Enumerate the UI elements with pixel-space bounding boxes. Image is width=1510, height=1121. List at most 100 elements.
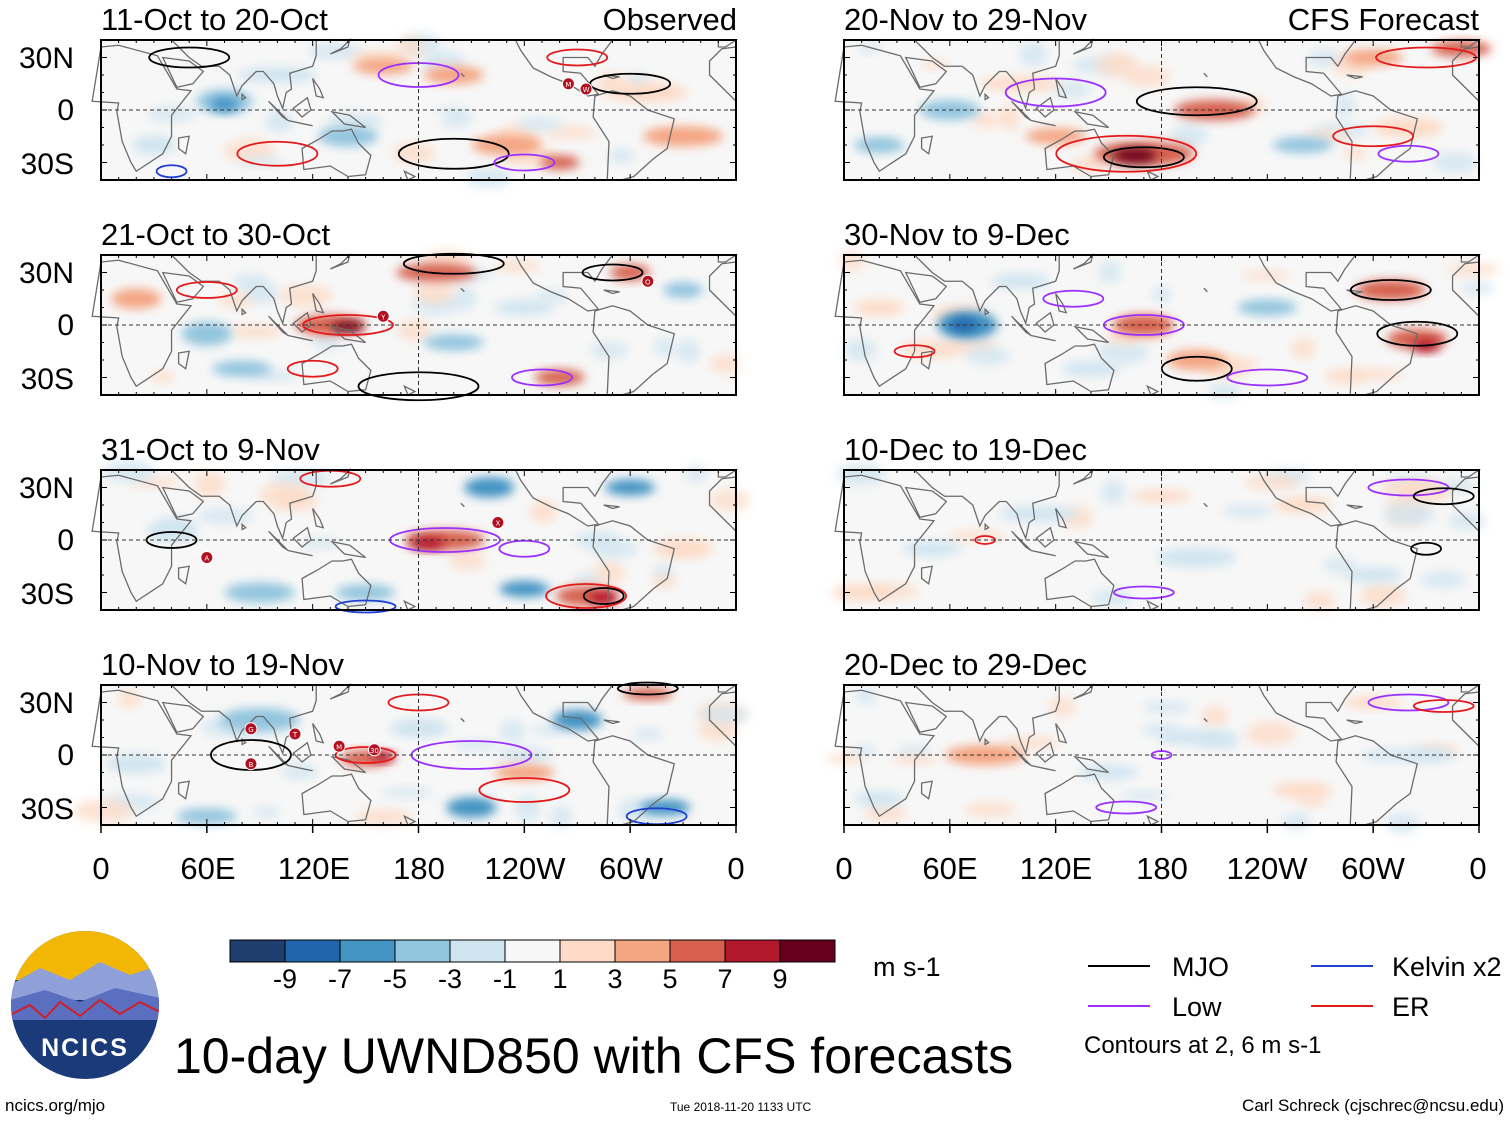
coastline xyxy=(161,486,205,518)
colorbar-swatch xyxy=(559,939,616,963)
anomaly-shading xyxy=(529,499,558,524)
coastline xyxy=(292,741,312,763)
storm-marker-label: O xyxy=(645,278,651,286)
colorbar-swatch xyxy=(724,939,781,963)
anomaly-shading xyxy=(102,459,155,483)
anomaly-shading xyxy=(499,719,526,743)
anomaly-shading xyxy=(948,530,1006,542)
anomaly-shading xyxy=(1060,360,1121,377)
coastline xyxy=(292,526,312,548)
anomaly-shading xyxy=(1019,41,1048,67)
anomaly-shading xyxy=(326,113,385,130)
lon-tick-label: 0 xyxy=(727,851,745,886)
storm-marker-icon xyxy=(200,551,214,564)
lat-tick-label: 30S xyxy=(20,148,74,181)
anomaly-shading xyxy=(499,581,550,597)
panel-title-fcst-2: 30-Nov to 9-Dec xyxy=(844,217,1070,252)
anomaly-shading xyxy=(990,273,1051,290)
map-panel: G T B M 30 xyxy=(74,681,750,829)
lat-tick-label: 30S xyxy=(20,363,74,396)
contour-line xyxy=(1095,800,1158,815)
panel-title-obs-4: 10-Nov to 19-Nov xyxy=(101,647,344,682)
map-panel xyxy=(831,462,1487,611)
anomaly-shading xyxy=(643,126,724,147)
contour-line xyxy=(893,344,936,359)
coastline xyxy=(844,469,1060,541)
coastline xyxy=(1055,78,1068,99)
coastline xyxy=(161,701,205,733)
coastline xyxy=(1146,814,1160,826)
coastline xyxy=(984,737,990,746)
coastline xyxy=(834,474,936,603)
lat-tick-label: 30N xyxy=(18,257,74,290)
coastline xyxy=(1055,723,1068,744)
colorbar-units: m s-1 xyxy=(873,952,941,982)
anomaly-shading xyxy=(496,746,553,765)
coastline xyxy=(1011,100,1032,122)
coastline xyxy=(1346,504,1363,510)
coastline xyxy=(177,135,191,155)
anomaly-shading xyxy=(1166,350,1227,370)
anomaly-shading xyxy=(676,339,701,364)
contour-line xyxy=(236,140,319,167)
legend-line-mjo xyxy=(1088,965,1150,967)
contour-line xyxy=(1376,320,1459,347)
coastline xyxy=(460,287,465,293)
storm-marker-label: 30 xyxy=(370,747,379,755)
storm-marker-icon xyxy=(367,743,381,757)
legend-label-low: Low xyxy=(1172,992,1222,1022)
coastline xyxy=(101,469,317,541)
map-panel: MW xyxy=(91,32,739,189)
coastline xyxy=(592,305,676,396)
coastline xyxy=(1335,520,1419,611)
anomaly-shading xyxy=(1201,705,1229,727)
lat-tick-label: 0 xyxy=(57,309,74,342)
contour-line xyxy=(302,314,394,336)
anomaly-shading xyxy=(74,799,134,823)
panel-title-obs-1: 11-Oct to 20-Oct xyxy=(101,2,328,37)
lon-tick-label: 120E xyxy=(277,851,351,886)
anomaly-shading xyxy=(1272,137,1333,153)
colorbar-swatch xyxy=(284,939,341,963)
coastline xyxy=(1030,334,1056,342)
coastline xyxy=(603,719,620,725)
anomaly-shading xyxy=(176,808,237,825)
contour-line xyxy=(1377,144,1440,163)
coastline xyxy=(177,350,191,370)
coastline xyxy=(920,565,934,585)
colorbar-tick-label: 3 xyxy=(607,964,623,994)
anomaly-shading xyxy=(280,763,318,780)
anomaly-shading xyxy=(971,111,1000,129)
anomaly-shading xyxy=(446,797,497,818)
coastline xyxy=(403,169,417,181)
storm-marker-icon xyxy=(332,739,346,753)
map-panel xyxy=(834,37,1492,181)
anomaly-shading xyxy=(335,584,396,601)
coastline xyxy=(844,684,1060,756)
anomaly-shading xyxy=(530,724,567,736)
contour-line xyxy=(357,371,480,402)
anomaly-shading xyxy=(1237,299,1298,316)
coastline xyxy=(844,254,1060,326)
colorbar-tick-label: -1 xyxy=(492,964,517,994)
anomaly-shading xyxy=(998,505,1079,522)
coastline xyxy=(592,520,676,611)
anomaly-shading xyxy=(1119,790,1169,801)
anomaly-shading xyxy=(1282,812,1312,831)
coastline xyxy=(984,92,990,101)
anomaly-shading xyxy=(589,341,629,360)
anomaly-shading xyxy=(311,334,342,350)
coastline xyxy=(1335,90,1419,181)
coastline xyxy=(91,44,193,173)
anomaly-shading xyxy=(573,572,600,585)
contour-line xyxy=(511,368,573,387)
storm-marker-label: M xyxy=(336,743,342,751)
site-link[interactable]: ncics.org/mjo xyxy=(5,1096,106,1115)
anomaly-shading xyxy=(237,67,318,83)
coastline xyxy=(1203,287,1208,293)
storm-marker-icon xyxy=(288,727,302,741)
anomaly-shading xyxy=(413,282,455,304)
contour-line xyxy=(1102,146,1185,169)
anomaly-shading xyxy=(1151,287,1172,303)
anomaly-shading xyxy=(550,805,572,829)
